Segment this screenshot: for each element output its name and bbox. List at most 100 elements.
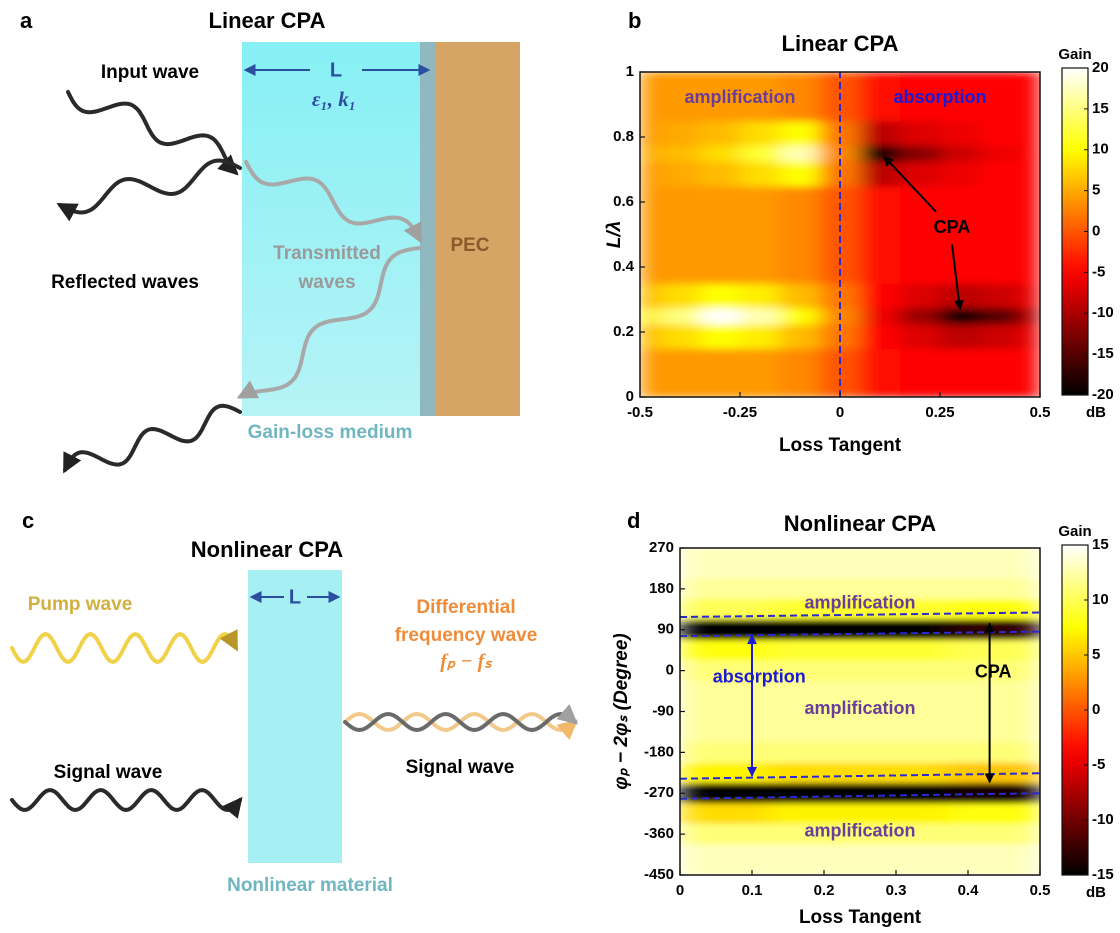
annotation: amplification <box>804 698 915 718</box>
heatmap-cell <box>900 348 941 382</box>
dashed-line <box>679 792 1041 800</box>
heatmap-cell <box>740 307 781 325</box>
pec-label: PEC <box>450 235 489 256</box>
heatmap-cell <box>680 599 771 621</box>
heatmap-cell <box>950 742 1040 764</box>
colorbar-tick-label: 20 <box>1092 59 1109 76</box>
heatmap-cell <box>940 120 981 146</box>
y-tick-label: 0 <box>666 662 674 679</box>
heatmap-cell <box>980 250 1021 284</box>
heatmap-cell <box>980 218 1021 252</box>
heatmap-cell <box>680 578 771 600</box>
annotation: CPA <box>934 217 971 237</box>
colorbar-tick-label: -5 <box>1092 263 1105 280</box>
heatmap-cell <box>950 578 1040 600</box>
colorbar-tick-label: -20 <box>1092 386 1114 403</box>
heatmap-cell <box>860 72 901 89</box>
heatmap-cell <box>740 145 781 162</box>
x-tick-label: 0.4 <box>958 882 980 899</box>
heatmap-cell <box>700 307 741 325</box>
heatmap-cell <box>860 323 901 349</box>
heatmap-cell <box>1020 72 1040 89</box>
wave <box>236 246 422 399</box>
heatmap-cell <box>820 218 861 252</box>
y-tick-label: -90 <box>652 702 674 719</box>
colorbar-tick-label: -15 <box>1092 345 1114 362</box>
heatmap-cell <box>780 380 821 397</box>
annotation: amplification <box>804 821 915 841</box>
heatmap-cell <box>700 185 741 219</box>
heatmap-cell <box>860 88 901 122</box>
heatmap-cell <box>950 823 1040 845</box>
heatmap-cell <box>660 145 701 162</box>
heatmap-cell <box>900 323 941 349</box>
medium-params: ε₁, k₁ <box>312 87 356 111</box>
heatmap-cell <box>950 558 1040 580</box>
heatmap-cell <box>640 348 661 382</box>
heatmap-cell <box>1020 218 1040 252</box>
transmitted-label: waves <box>297 272 355 293</box>
interface <box>420 42 435 416</box>
heatmap-cell <box>780 250 821 284</box>
heatmap-cells <box>640 72 1040 397</box>
heatmap-cell <box>640 72 661 89</box>
heatmap-cell <box>640 120 661 146</box>
heatmap-cell <box>1020 323 1040 349</box>
colorbar <box>1061 67 1089 396</box>
heatmap-cell <box>780 185 821 219</box>
y-tick-label: 0 <box>626 388 634 405</box>
heatmap-cell <box>820 250 861 284</box>
heatmap-cell <box>1020 120 1040 146</box>
heatmap-cell <box>780 145 821 162</box>
heatmap-cell <box>680 762 771 784</box>
heatmap-cell <box>680 803 771 825</box>
heatmap-cell <box>780 161 821 187</box>
annotation: absorption <box>713 667 806 687</box>
heatmap-cell <box>780 307 821 325</box>
heatmap-cell <box>940 380 981 397</box>
heatmap-cell <box>770 660 951 682</box>
heatmap-cell <box>1020 380 1040 397</box>
dashed-line <box>679 630 1041 638</box>
heatmap-cell <box>700 250 741 284</box>
heatmap-cell <box>770 558 951 580</box>
heatmap-cell <box>660 323 701 349</box>
heatmap-cell <box>660 88 701 122</box>
heatmap-cell <box>660 348 701 382</box>
colorbar-unit: dB <box>1086 884 1106 901</box>
signal-in-label: Signal wave <box>54 762 163 783</box>
heatmap-cell <box>980 307 1021 325</box>
heatmap-cell <box>770 680 951 702</box>
heatmap-cell <box>900 380 941 397</box>
heatmap-cell <box>950 721 1040 743</box>
heatmap-cell <box>940 185 981 219</box>
arrow <box>951 244 964 311</box>
heatmap-cell <box>980 88 1021 122</box>
panel-letter: c <box>22 508 34 533</box>
panel-letter: b <box>628 8 641 33</box>
y-tick-label: -450 <box>644 866 674 883</box>
heatmap-cell <box>770 721 951 743</box>
heatmap-cell <box>660 250 701 284</box>
x-tick-label: 0.1 <box>742 882 763 899</box>
heatmap-cell <box>700 145 741 162</box>
wave <box>56 158 242 222</box>
heatmap-cell <box>680 701 771 723</box>
heatmap-cell <box>660 72 701 89</box>
heatmap-cell <box>640 307 661 325</box>
wave <box>343 703 579 733</box>
heatmap-cell <box>940 307 981 325</box>
heatmap-cell <box>860 185 901 219</box>
heatmap-cell <box>740 185 781 219</box>
colorbar <box>1061 544 1089 876</box>
heatmap-cell <box>700 218 741 252</box>
y-tick-label: 270 <box>649 539 674 556</box>
heatmap-cell <box>680 742 771 764</box>
x-tick-label: 0.3 <box>886 882 907 899</box>
heatmap-cell <box>900 120 941 146</box>
heatmap-cell <box>820 72 861 89</box>
colorbar-unit: dB <box>1086 404 1106 421</box>
heatmap-cell <box>980 72 1021 89</box>
heatmap-cell <box>1020 161 1040 187</box>
heatmap-cell <box>680 639 771 662</box>
